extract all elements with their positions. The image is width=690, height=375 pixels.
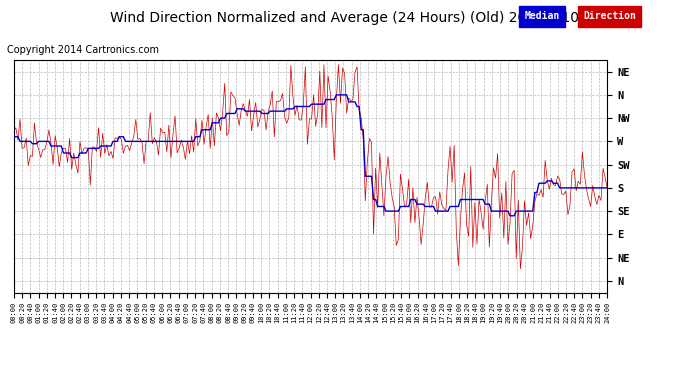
Text: Median: Median	[524, 11, 560, 21]
Text: Direction: Direction	[583, 11, 636, 21]
Text: Wind Direction Normalized and Average (24 Hours) (Old) 20140510: Wind Direction Normalized and Average (2…	[110, 11, 580, 25]
Text: Copyright 2014 Cartronics.com: Copyright 2014 Cartronics.com	[7, 45, 159, 55]
